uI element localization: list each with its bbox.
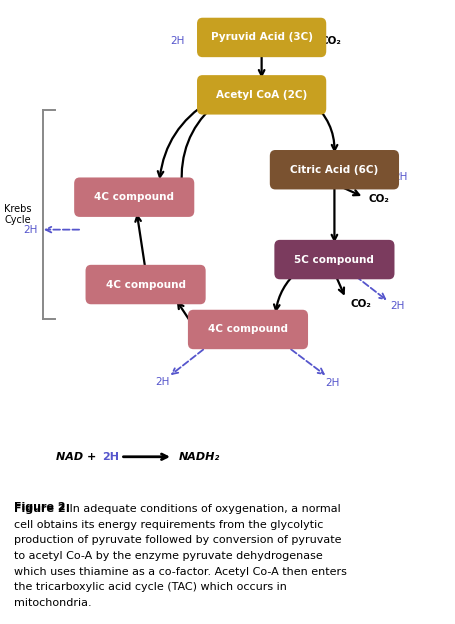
Text: Citric Acid (6C): Citric Acid (6C) xyxy=(290,165,379,175)
FancyBboxPatch shape xyxy=(197,75,326,115)
Text: Figure 2:: Figure 2: xyxy=(14,502,70,512)
FancyBboxPatch shape xyxy=(86,265,206,305)
FancyBboxPatch shape xyxy=(197,17,326,57)
Text: Acetyl CoA (2C): Acetyl CoA (2C) xyxy=(216,90,307,100)
Text: CO₂: CO₂ xyxy=(350,298,371,308)
Text: 4C compound: 4C compound xyxy=(106,280,186,290)
Text: 5C compound: 5C compound xyxy=(294,255,374,265)
Text: 2H: 2H xyxy=(23,225,38,235)
Text: CO₂: CO₂ xyxy=(369,193,389,203)
Text: 2H: 2H xyxy=(102,452,119,462)
Text: 2H: 2H xyxy=(325,378,339,388)
Text: NADH₂: NADH₂ xyxy=(178,452,220,462)
Text: CO₂: CO₂ xyxy=(321,36,342,46)
Text: to acetyl Co-A by the enzyme pyruvate dehydrogenase: to acetyl Co-A by the enzyme pyruvate de… xyxy=(14,551,323,561)
Text: 2H: 2H xyxy=(394,172,408,182)
Text: 4C compound: 4C compound xyxy=(94,192,174,202)
Text: NAD +: NAD + xyxy=(56,452,100,462)
Text: Krebs
Cycle: Krebs Cycle xyxy=(5,204,32,225)
Text: the tricarboxylic acid cycle (TAC) which occurs in: the tricarboxylic acid cycle (TAC) which… xyxy=(14,582,287,592)
Text: Figure 2:: Figure 2: xyxy=(14,504,70,514)
FancyBboxPatch shape xyxy=(188,310,308,349)
FancyBboxPatch shape xyxy=(74,177,194,217)
Text: production of pyruvate followed by conversion of pyruvate: production of pyruvate followed by conve… xyxy=(14,535,341,545)
Text: 2H: 2H xyxy=(390,301,405,311)
Text: mitochondria.: mitochondria. xyxy=(14,598,91,608)
Text: Pyruvid Acid (3C): Pyruvid Acid (3C) xyxy=(211,32,313,42)
Text: 2H: 2H xyxy=(156,377,170,387)
Text: 2H: 2H xyxy=(170,36,184,46)
FancyBboxPatch shape xyxy=(270,150,399,190)
FancyBboxPatch shape xyxy=(274,240,394,280)
Text: which uses thiamine as a co-factor. Acetyl Co-A then enters: which uses thiamine as a co-factor. Acet… xyxy=(14,567,347,577)
Text: 4C compound: 4C compound xyxy=(208,324,288,334)
Text: cell obtains its energy requirements from the glycolytic: cell obtains its energy requirements fro… xyxy=(14,520,323,530)
Text: In adequate conditions of oxygenation, a normal: In adequate conditions of oxygenation, a… xyxy=(66,504,341,514)
